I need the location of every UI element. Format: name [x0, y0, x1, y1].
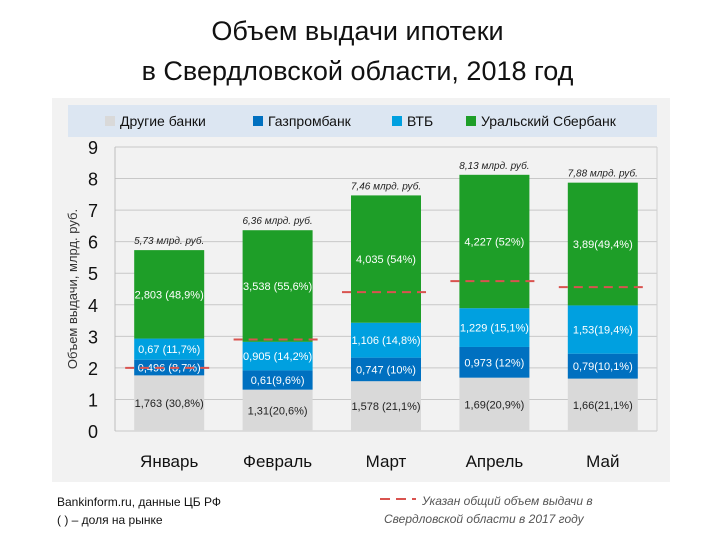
bar-segment	[242, 341, 313, 371]
data-label: 1,31(20,6%)	[248, 405, 308, 417]
total-label: 7,46 млрд. руб.	[351, 180, 421, 192]
data-label: 0,79(10,1%)	[573, 361, 633, 373]
legend-swatch	[392, 116, 402, 126]
total-label: 6,36 млрд. руб.	[242, 215, 312, 227]
data-label: 0,67 (11,7%)	[138, 344, 200, 356]
bar-segment	[567, 353, 638, 379]
bar-segment	[351, 381, 421, 431]
y-tick-label: 4	[88, 296, 98, 316]
y-tick-label: 0	[88, 422, 98, 442]
bar-segment	[567, 182, 638, 306]
bar-segment	[351, 357, 421, 382]
bar-segment	[134, 375, 205, 431]
x-tick-label: Февраль	[243, 452, 312, 471]
data-label: 0,973 (12%)	[464, 357, 524, 369]
data-label: 0,61(9,6%)	[251, 375, 305, 387]
data-label: 0,747 (10%)	[356, 364, 416, 376]
data-label: 1,66(21,1%)	[573, 400, 633, 412]
bar-segment	[459, 377, 530, 431]
data-label: 1,53(19,4%)	[573, 325, 633, 337]
bar-segment	[134, 338, 205, 360]
bar-segment	[567, 305, 638, 354]
source-note: Bankinform.ru, данные ЦБ РФ	[57, 495, 222, 509]
legend-swatch	[466, 116, 476, 126]
y-tick-label: 9	[88, 138, 98, 158]
y-tick-label: 5	[88, 264, 98, 284]
data-label: 3,538 (55,6%)	[243, 281, 312, 293]
x-tick-label: Апрель	[466, 452, 524, 471]
chart-title-line1: Объем выдачи ипотеки	[211, 16, 504, 46]
y-tick-label: 1	[88, 390, 98, 410]
x-tick-label: Май	[586, 452, 619, 471]
bar-segment	[459, 346, 530, 378]
data-label: 1,763 (30,8%)	[135, 398, 204, 410]
data-label: 0,496 (8,7%)	[138, 363, 201, 375]
y-tick-label: 7	[88, 201, 98, 221]
bar-segment	[459, 308, 530, 347]
legend-label: Другие банки	[120, 113, 206, 129]
data-label: 2,803 (48,9%)	[135, 289, 204, 301]
bar-segment	[459, 174, 530, 309]
bar-segment	[351, 195, 421, 323]
data-label: 3,89(49,4%)	[573, 239, 633, 251]
legend-label: ВТБ	[407, 113, 433, 129]
data-label: 4,227 (52%)	[464, 236, 524, 248]
total-label: 5,73 млрд. руб.	[134, 235, 204, 247]
data-label: 0,905 (14,2%)	[243, 351, 312, 363]
bar-segment	[134, 359, 205, 376]
data-label: 1,578 (21,1%)	[351, 401, 420, 413]
bar-segment	[242, 370, 313, 390]
total-label: 8,13 млрд. руб.	[459, 160, 529, 172]
bar-segment	[242, 230, 313, 342]
y-tick-label: 8	[88, 170, 98, 190]
bar-segment	[242, 389, 313, 431]
y-tick-label: 3	[88, 327, 98, 347]
legend-label: Газпромбанк	[268, 113, 352, 129]
y-tick-label: 2	[88, 359, 98, 379]
total-label: 7,88 млрд. руб.	[568, 168, 638, 180]
legend-swatch	[105, 116, 115, 126]
legend-swatch	[253, 116, 263, 126]
data-label: 1,229 (15,1%)	[460, 323, 529, 335]
bar-segment	[567, 378, 638, 431]
reference-note-line2: Свердловской области в 2017 году	[384, 512, 584, 526]
bar-segment	[134, 250, 205, 339]
reference-note-line1: Указан общий объем выдачи в	[422, 494, 593, 508]
bar-segment	[351, 322, 421, 358]
data-label: 4,035 (54%)	[356, 254, 416, 266]
data-label: 1,69(20,9%)	[464, 399, 524, 411]
x-tick-label: Март	[366, 452, 407, 471]
legend-label: Уральский Сбербанк	[481, 113, 617, 129]
data-label: 1,106 (14,8%)	[351, 335, 420, 347]
y-tick-label: 6	[88, 233, 98, 253]
reference-line-legend-icon	[380, 498, 416, 500]
y-axis-label: Объем выдачи, млрд. руб.	[65, 209, 80, 369]
x-tick-label: Январь	[140, 452, 198, 471]
chart-title-line2: в Свердловской области, 2018 год	[141, 56, 574, 86]
share-note: ( ) – доля на рынке	[57, 513, 163, 527]
legend-background	[68, 105, 657, 137]
